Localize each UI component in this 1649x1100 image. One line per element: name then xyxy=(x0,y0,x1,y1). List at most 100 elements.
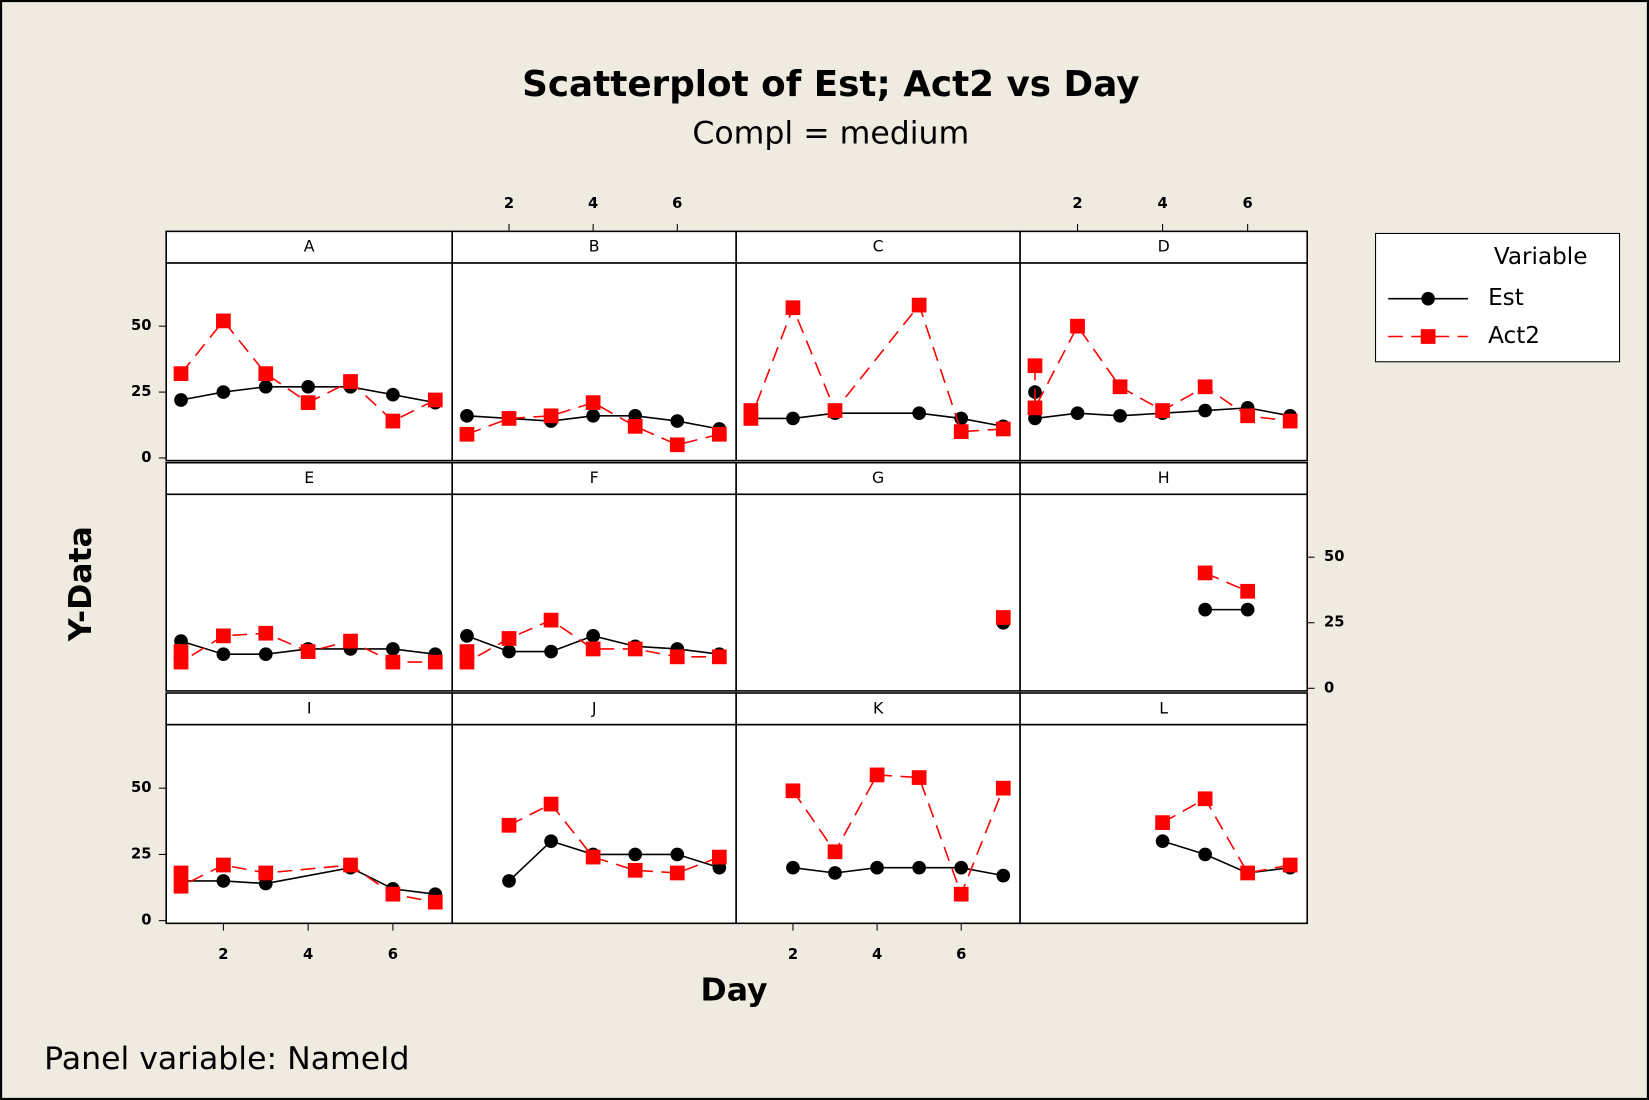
x-tick-label: 6 xyxy=(956,946,966,963)
act2-point xyxy=(1027,358,1043,374)
act2-point xyxy=(173,878,189,894)
act2-point xyxy=(216,857,231,873)
act2-point xyxy=(1112,379,1128,395)
act2-point xyxy=(459,654,475,670)
act2-point xyxy=(1027,400,1043,416)
est-point xyxy=(870,860,884,875)
legend-label: Est xyxy=(1488,285,1524,311)
act2-point xyxy=(785,783,801,799)
est-point xyxy=(1070,406,1085,420)
act2-point xyxy=(995,610,1011,625)
est-point xyxy=(544,644,558,659)
series-line xyxy=(1162,797,1291,874)
chart-subtitle: Compl = medium xyxy=(692,116,969,152)
strip-label: A xyxy=(304,237,315,256)
act2-point xyxy=(427,392,443,408)
panel xyxy=(451,493,737,692)
strip-label: H xyxy=(1158,468,1170,487)
est-point xyxy=(628,847,643,862)
act2-point xyxy=(427,654,443,670)
act2-point xyxy=(543,612,559,628)
est-point xyxy=(386,387,400,402)
act2-point xyxy=(869,767,885,783)
act2-point xyxy=(995,780,1011,796)
act2-point xyxy=(827,403,843,418)
y-tick-label: 25 xyxy=(131,383,151,400)
strip-label: L xyxy=(1159,698,1168,717)
x-tick-label: 2 xyxy=(504,195,514,212)
est-point xyxy=(786,411,800,426)
act2-point xyxy=(585,395,601,410)
est-point xyxy=(1240,602,1255,617)
act2-point xyxy=(258,865,274,881)
series-line xyxy=(750,412,1004,428)
x-tick-label: 4 xyxy=(872,946,882,963)
strip xyxy=(735,461,1021,496)
act2-point xyxy=(543,408,559,424)
est-point xyxy=(258,379,273,394)
act2-point xyxy=(1282,857,1298,873)
legend-label: Act2 xyxy=(1488,323,1540,349)
strip xyxy=(451,461,737,496)
act2-point xyxy=(1197,565,1213,581)
strip-label: K xyxy=(873,698,884,717)
strip xyxy=(165,461,454,496)
x-tick-label: 4 xyxy=(1157,195,1167,212)
y-axis-label: Y-Data xyxy=(63,526,99,642)
est-point xyxy=(460,629,474,643)
strip-label: D xyxy=(1158,237,1170,256)
est-point xyxy=(670,847,685,862)
act2-point xyxy=(173,366,189,381)
panel xyxy=(451,723,737,925)
act2-point xyxy=(258,625,274,641)
x-tick-label: 6 xyxy=(388,946,398,963)
act2-point xyxy=(343,857,358,873)
series-line xyxy=(792,866,1004,877)
act2-point xyxy=(300,644,316,659)
legend-box xyxy=(1375,232,1621,363)
act2-point xyxy=(343,633,358,649)
y-tick-label: 50 xyxy=(131,317,151,334)
act2-point xyxy=(1197,379,1213,395)
act2-point xyxy=(627,862,643,878)
x-tick-label: 2 xyxy=(218,946,228,963)
est-point xyxy=(670,414,685,428)
act2-point xyxy=(1155,403,1170,418)
y-tick-label: 25 xyxy=(131,845,151,862)
act2-point xyxy=(501,817,517,833)
est-point xyxy=(912,406,926,420)
act2-point xyxy=(216,313,231,329)
act2-point xyxy=(711,649,727,665)
act2-point xyxy=(543,796,559,812)
act2-point xyxy=(669,649,685,665)
strip xyxy=(451,692,737,726)
act2-point xyxy=(1070,318,1085,334)
est-point xyxy=(174,393,188,407)
act2-point xyxy=(1240,583,1256,599)
y-tick-label: 25 xyxy=(1324,614,1344,631)
act2-point xyxy=(585,849,601,865)
strip-label: E xyxy=(304,468,314,487)
series-line xyxy=(1162,840,1291,874)
est-point xyxy=(386,642,400,656)
est-point xyxy=(502,874,516,888)
panel xyxy=(735,723,1021,925)
strip-label: F xyxy=(590,468,599,487)
act2-point xyxy=(785,300,801,316)
act2-point xyxy=(585,641,601,657)
strip-label: G xyxy=(872,468,884,487)
act2-point xyxy=(627,641,643,657)
panel xyxy=(1019,262,1308,462)
est-point xyxy=(502,644,516,659)
strip xyxy=(1019,230,1308,264)
x-tick-label: 4 xyxy=(303,946,313,963)
act2-point xyxy=(300,395,316,410)
est-point xyxy=(1155,834,1170,849)
est-point xyxy=(1113,408,1127,423)
act2-point xyxy=(669,437,685,453)
act2-point xyxy=(711,849,727,865)
est-point xyxy=(996,868,1011,883)
act2-point xyxy=(173,654,189,670)
y-tick-label: 50 xyxy=(131,779,151,796)
x-axis-label: Day xyxy=(701,973,768,1009)
